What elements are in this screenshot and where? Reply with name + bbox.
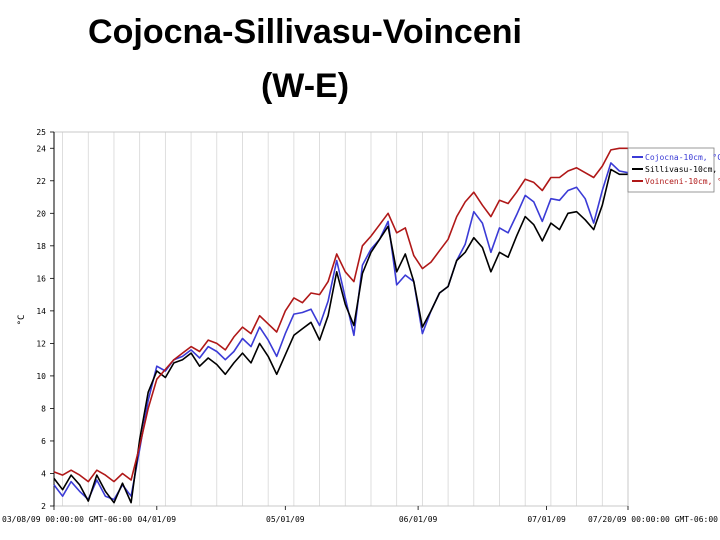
y-tick-label: 10 — [36, 372, 46, 381]
y-tick-label: 2 — [41, 502, 46, 511]
y-tick-label: 25 — [36, 128, 46, 137]
y-tick-label: 18 — [36, 242, 46, 251]
x-tick-label: 04/01/09 — [138, 515, 177, 524]
y-tick-label: 6 — [41, 437, 46, 446]
y-tick-label: 20 — [36, 209, 46, 218]
series-line-3 — [53, 147, 628, 483]
x-tick-label: 06/01/09 — [399, 515, 438, 524]
y-tick-label: 22 — [36, 177, 46, 186]
series-line-1 — [53, 162, 629, 501]
x-axis-ticks: 03/08/09 00:00:00 GMT-06:00 04/01/09 05/01… — [2, 506, 718, 524]
y-tick-label: 12 — [36, 339, 46, 348]
x-tick-label: 03/08/09 00:00:00 GMT-06:00 — [2, 515, 132, 524]
x-tick-label: 07/01/09 — [527, 515, 566, 524]
y-tick-label: 24 — [36, 144, 46, 153]
series-line-2 — [53, 168, 628, 504]
chart-legend: Cojocna-10cm, °C Sillivasu-10cm, °C Voince… — [627, 147, 720, 193]
y-tick-label: 14 — [36, 307, 46, 316]
chart-series — [53, 147, 629, 504]
legend-label: Voinceni-10cm, °C — [645, 177, 720, 186]
x-tick-label: 05/01/09 — [266, 515, 305, 524]
y-axis-ticks: 25 24 22 20 18 16 14 12 10 8 6 4 2 — [36, 128, 54, 511]
legend-label: Cojocna-10cm, °C — [645, 153, 720, 162]
x-tick-label: 07/20/09 00:00:00 GMT-06:00 — [588, 515, 718, 524]
y-tick-label: 8 — [41, 404, 46, 413]
y-axis-label: °C — [17, 315, 27, 326]
chart-gridlines — [62, 132, 603, 506]
slide-title-line1: Cojocna-Sillivasu-Voinceni — [88, 13, 522, 51]
y-tick-label: 16 — [36, 274, 46, 283]
temperature-chart: 25 24 22 20 18 16 14 12 10 8 6 4 2 03/08/09 00:00:00… — [2, 128, 720, 524]
legend-label: Sillivasu-10cm, °C — [645, 165, 720, 174]
slide-title-line2: (W-E) — [260, 67, 350, 105]
y-tick-label: 4 — [41, 469, 46, 478]
